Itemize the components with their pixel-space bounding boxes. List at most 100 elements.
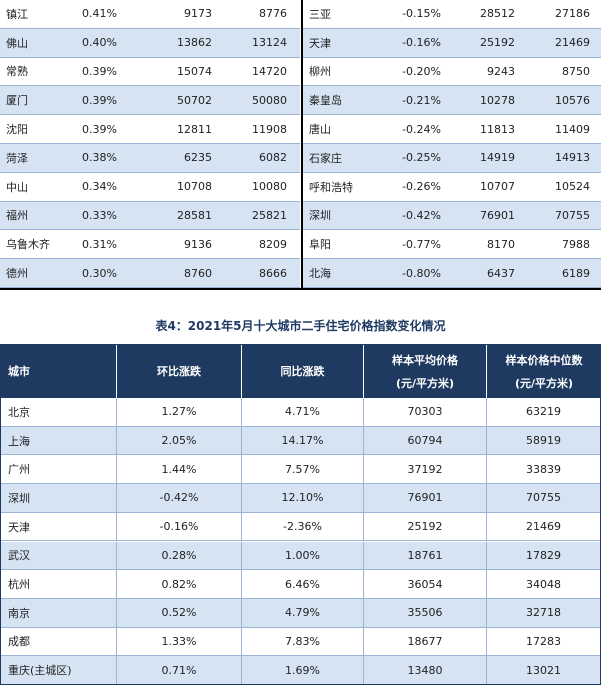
mom-change: -0.42% bbox=[117, 484, 242, 512]
yoy-change: 7.83% bbox=[242, 627, 364, 656]
yoy-change: 1.69% bbox=[242, 656, 364, 684]
median-price: 8750 bbox=[562, 64, 590, 78]
avg-price: 76901 bbox=[480, 208, 515, 222]
median-price: 21469 bbox=[487, 512, 601, 541]
median-price: 14913 bbox=[555, 151, 590, 165]
avg-price: 28581 bbox=[177, 208, 212, 222]
city-name: 武汉 bbox=[0, 541, 117, 570]
table-row: 成都 1.33% 7.83% 18677 17283 bbox=[0, 627, 601, 657]
avg-price: 13480 bbox=[364, 656, 487, 684]
city-name: 成都 bbox=[0, 627, 117, 656]
city-name: 福州 bbox=[6, 209, 28, 223]
median-price: 63219 bbox=[487, 398, 601, 426]
mom-change: -0.77% bbox=[402, 237, 441, 251]
avg-price: 10278 bbox=[480, 93, 515, 107]
avg-price: 11813 bbox=[480, 122, 515, 136]
mom-change: 1.27% bbox=[117, 398, 242, 426]
city-name: 重庆(主城区) bbox=[0, 656, 117, 684]
avg-price: 14919 bbox=[480, 151, 515, 165]
avg-price: 8760 bbox=[184, 266, 212, 280]
avg-price: 6235 bbox=[184, 151, 212, 165]
header-median-price: 样本价格中位数 (元/平方米) bbox=[487, 344, 601, 398]
table-row: 天津 -0.16% 25192 21469 bbox=[303, 28, 601, 58]
table-row: 秦皇岛 -0.21% 10278 10576 bbox=[303, 86, 601, 116]
header-median-price-label: 样本价格中位数 bbox=[505, 353, 583, 367]
table-row: 重庆(主城区) 0.71% 1.69% 13480 13021 bbox=[0, 656, 601, 685]
avg-price: 9173 bbox=[184, 7, 212, 21]
falling-cities-column: 三亚 -0.15% 28512 27186 天津 -0.16% 25192 21469 柳州… bbox=[301, 0, 601, 288]
mom-change: 0.30% bbox=[82, 266, 117, 280]
avg-price: 10708 bbox=[177, 180, 212, 194]
mom-change: 0.33% bbox=[82, 208, 117, 222]
yoy-change: 4.71% bbox=[242, 398, 364, 426]
median-price: 13021 bbox=[487, 656, 601, 684]
mom-change: 0.31% bbox=[82, 237, 117, 251]
median-price: 17283 bbox=[487, 627, 601, 656]
table-row: 上海 2.05% 14.17% 60794 58919 bbox=[0, 426, 601, 456]
table-row: 乌鲁木齐 0.31% 9136 8209 bbox=[0, 230, 300, 260]
avg-price: 35506 bbox=[364, 598, 487, 627]
city-price-change-table: 镇江 0.41% 9173 8776 佛山 0.40% 13862 13124 常熟 0.39… bbox=[0, 0, 601, 290]
city-name: 德州 bbox=[6, 267, 28, 281]
avg-price: 15074 bbox=[177, 64, 212, 78]
table-row: 天津 -0.16% -2.36% 25192 21469 bbox=[0, 512, 601, 542]
mom-change: -0.16% bbox=[117, 512, 242, 541]
median-price: 21469 bbox=[555, 36, 590, 50]
table-row: 武汉 0.28% 1.00% 18761 17829 bbox=[0, 541, 601, 571]
avg-price: 50702 bbox=[177, 93, 212, 107]
city-name: 三亚 bbox=[309, 7, 331, 21]
city-name: 石家庄 bbox=[309, 151, 342, 165]
city-name: 杭州 bbox=[0, 570, 117, 598]
mom-change: 0.28% bbox=[117, 541, 242, 570]
header-avg-price-unit: (元/平方米) bbox=[395, 376, 455, 390]
table-row: 呼和浩特 -0.26% 10707 10524 bbox=[303, 172, 601, 202]
city-name: 深圳 bbox=[309, 209, 331, 223]
mom-change: -0.26% bbox=[402, 180, 441, 194]
median-price: 50080 bbox=[252, 93, 287, 107]
avg-price: 6437 bbox=[487, 266, 515, 280]
table-row: 北京 1.27% 4.71% 70303 63219 bbox=[0, 398, 601, 427]
median-price: 8666 bbox=[259, 266, 287, 280]
table-row: 佛山 0.40% 13862 13124 bbox=[0, 28, 300, 58]
table-header-row: 城市 环比涨跌 同比涨跌 样本平均价格 (元/平方米) 样本价格中位数 (元/平… bbox=[0, 344, 601, 398]
header-yoy: 同比涨跌 bbox=[242, 344, 364, 398]
table-row: 中山 0.34% 10708 10080 bbox=[0, 172, 300, 202]
city-name: 镇江 bbox=[6, 7, 28, 21]
yoy-change: -2.36% bbox=[242, 512, 364, 541]
median-price: 7988 bbox=[562, 237, 590, 251]
city-name: 呼和浩特 bbox=[309, 180, 353, 194]
table-row: 镇江 0.41% 9173 8776 bbox=[0, 0, 300, 29]
city-name: 北京 bbox=[0, 398, 117, 426]
table-caption: 表4：2021年5月十大城市二手住宅价格指数变化情况 bbox=[155, 319, 446, 333]
avg-price: 76901 bbox=[364, 484, 487, 512]
mom-change: 0.52% bbox=[117, 598, 242, 627]
mom-change: 0.38% bbox=[82, 151, 117, 165]
avg-price: 25192 bbox=[480, 36, 515, 50]
city-name: 中山 bbox=[6, 180, 28, 194]
median-price: 11908 bbox=[252, 122, 287, 136]
median-price: 10524 bbox=[555, 180, 590, 194]
city-name: 广州 bbox=[0, 455, 117, 484]
header-avg-price: 样本平均价格 (元/平方米) bbox=[364, 344, 487, 398]
avg-price: 8170 bbox=[487, 237, 515, 251]
median-price: 13124 bbox=[252, 36, 287, 50]
city-name: 厦门 bbox=[6, 94, 28, 108]
median-price: 27186 bbox=[555, 7, 590, 21]
mom-change: -0.24% bbox=[402, 122, 441, 136]
table-row: 广州 1.44% 7.57% 37192 33839 bbox=[0, 455, 601, 485]
avg-price: 37192 bbox=[364, 455, 487, 484]
mom-change: 0.71% bbox=[117, 656, 242, 684]
avg-price: 70303 bbox=[364, 398, 487, 426]
table-row: 南京 0.52% 4.79% 35506 32718 bbox=[0, 598, 601, 628]
table-row: 福州 0.33% 28581 25821 bbox=[0, 201, 300, 231]
ten-cities-price-index-table: 城市 环比涨跌 同比涨跌 样本平均价格 (元/平方米) 样本价格中位数 (元/平… bbox=[0, 344, 601, 685]
avg-price: 12811 bbox=[177, 122, 212, 136]
city-name: 天津 bbox=[309, 36, 331, 50]
avg-price: 9136 bbox=[184, 237, 212, 251]
header-median-price-unit: (元/平方米) bbox=[514, 376, 574, 390]
table-row: 厦门 0.39% 50702 50080 bbox=[0, 86, 300, 116]
median-price: 70755 bbox=[555, 208, 590, 222]
table-row: 石家庄 -0.25% 14919 14913 bbox=[303, 144, 601, 173]
median-price: 8776 bbox=[259, 7, 287, 21]
yoy-change: 4.79% bbox=[242, 598, 364, 627]
